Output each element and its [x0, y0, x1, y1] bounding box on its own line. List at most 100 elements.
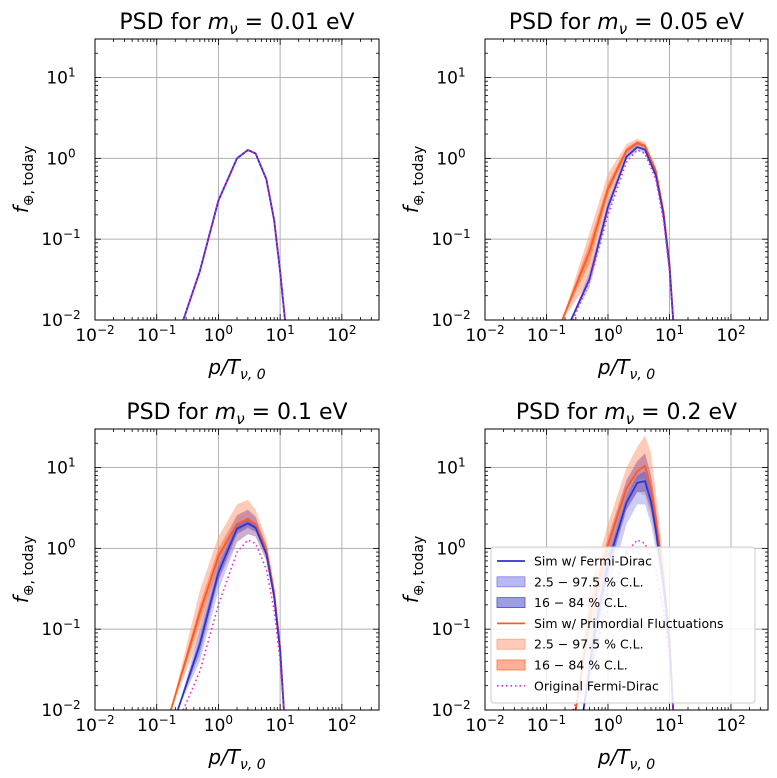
y-tick-label: 101	[436, 456, 465, 479]
y-tick-label: 10−1	[41, 617, 80, 640]
series-line-fermi-dirac	[176, 522, 285, 710]
x-tick-label: 101	[655, 323, 684, 346]
x-label-main: p/T	[597, 355, 631, 379]
x-tick-exp: −1	[159, 713, 177, 727]
x-tick-base: 10	[75, 326, 97, 346]
x-tick-label: 100	[593, 713, 622, 736]
y-tick-exp: 0	[68, 146, 76, 160]
y-label-main: f	[399, 203, 423, 213]
y-tick-exp: −1	[63, 227, 81, 241]
band-fermi-dirac_outer	[177, 509, 284, 710]
y-tick-exp: 1	[68, 66, 76, 80]
x-tick-base: 10	[137, 326, 159, 346]
x-tick-exp: 0	[225, 713, 233, 727]
legend-label: 2.5 − 97.5 % C.L.	[534, 574, 644, 589]
series-line-original	[572, 149, 674, 320]
x-tick-exp: −2	[97, 713, 115, 727]
series-line-fermi-dirac	[182, 149, 286, 320]
x-tick-exp: 0	[615, 713, 623, 727]
y-tick-exp: 1	[458, 66, 466, 80]
y-tick-base: 10	[431, 230, 453, 250]
panel-title: PSD for mν = 0.01 eV	[119, 10, 354, 38]
x-tick-exp: −1	[159, 323, 177, 337]
x-tick-exp: 2	[349, 323, 357, 337]
y-tick-exp: −2	[453, 698, 471, 712]
y-tick-label: 10−1	[431, 617, 470, 640]
y-tick-base: 10	[46, 69, 68, 89]
title-prefix: PSD for	[126, 400, 214, 425]
y-tick-base: 10	[46, 539, 68, 559]
y-tick-label: 100	[436, 146, 465, 169]
legend-item: 2.5 − 97.5 % C.L.	[496, 574, 644, 589]
y-tick-label: 10−1	[41, 227, 80, 250]
x-label-main: p/T	[207, 745, 241, 769]
y-tick-exp: 0	[458, 536, 466, 550]
x-tick-base: 10	[593, 326, 615, 346]
title-subscript: ν	[626, 410, 634, 428]
y-tick-label: 10−2	[431, 308, 470, 331]
series-line-original	[182, 149, 286, 320]
x-tick-label: 100	[204, 713, 233, 736]
title-value: = 0.1 eV	[245, 400, 348, 425]
y-tick-label: 10−2	[41, 308, 80, 331]
y-tick-exp: 0	[68, 536, 76, 550]
legend-label: Sim w/ Fermi-Dirac	[534, 554, 652, 569]
title-prefix: PSD for	[509, 10, 597, 35]
x-tick-exp: 1	[676, 323, 684, 337]
y-label-subscript: ⊕, today	[21, 536, 37, 596]
x-axis-label: p/Tν, 0	[597, 745, 655, 773]
y-label-subscript: ⊕, today	[21, 146, 37, 206]
band-fermi-dirac_outer	[583, 453, 674, 710]
y-tick-exp: 1	[68, 456, 76, 470]
x-tick-label: 101	[655, 713, 684, 736]
axes-frame	[94, 38, 380, 321]
y-tick-label: 100	[436, 536, 465, 559]
series-line-fermi-dirac	[570, 146, 675, 320]
x-tick-base: 10	[527, 326, 549, 346]
x-tick-base: 10	[204, 716, 226, 736]
panel-title: PSD for mν = 0.1 eV	[126, 400, 347, 428]
x-tick-base: 10	[655, 326, 677, 346]
x-tick-exp: 2	[738, 323, 746, 337]
panel-title: PSD for mν = 0.05 eV	[509, 10, 744, 38]
x-axis-label: p/Tν, 0	[207, 355, 265, 383]
x-tick-exp: 2	[349, 713, 357, 727]
x-tick-exp: 2	[738, 713, 746, 727]
y-axis-label: f⊕, today	[9, 146, 37, 213]
legend: Sim w/ Fermi-Dirac 2.5 − 97.5 % C.L. 16 − …	[490, 546, 756, 704]
x-tick-label: 100	[593, 323, 622, 346]
legend-label: Original Fermi-Dirac	[534, 678, 659, 693]
y-tick-exp: −2	[453, 308, 471, 322]
y-tick-base: 10	[46, 149, 68, 169]
y-tick-base: 10	[41, 311, 63, 331]
y-tick-base: 10	[436, 539, 458, 559]
title-value: = 0.2 eV	[634, 400, 737, 425]
y-tick-label: 10−1	[431, 227, 470, 250]
y-tick-base: 10	[431, 311, 453, 331]
x-tick-label: 10−1	[137, 713, 176, 736]
x-tick-label: 10−2	[465, 323, 504, 346]
x-tick-exp: −2	[487, 323, 505, 337]
y-tick-label: 101	[46, 456, 75, 479]
x-tick-base: 10	[527, 716, 549, 736]
x-tick-label: 10−1	[527, 323, 566, 346]
y-tick-label: 100	[46, 536, 75, 559]
legend-frame	[490, 546, 756, 704]
x-tick-label: 102	[327, 713, 356, 736]
y-tick-base: 10	[436, 69, 458, 89]
title-symbol: m	[215, 400, 236, 425]
series-line-original	[182, 539, 285, 710]
legend-item: Sim w/ Primordial Fluctuations	[497, 616, 724, 631]
title-prefix: PSD for	[119, 10, 207, 35]
x-tick-exp: 1	[287, 713, 295, 727]
x-tick-base: 10	[327, 716, 349, 736]
plot-area	[170, 499, 285, 710]
legend-item: 2.5 − 97.5 % C.L.	[496, 637, 644, 652]
x-tick-label: 10−2	[75, 323, 114, 346]
x-tick-exp: −1	[548, 713, 566, 727]
panel-title: PSD for mν = 0.2 eV	[516, 400, 737, 428]
